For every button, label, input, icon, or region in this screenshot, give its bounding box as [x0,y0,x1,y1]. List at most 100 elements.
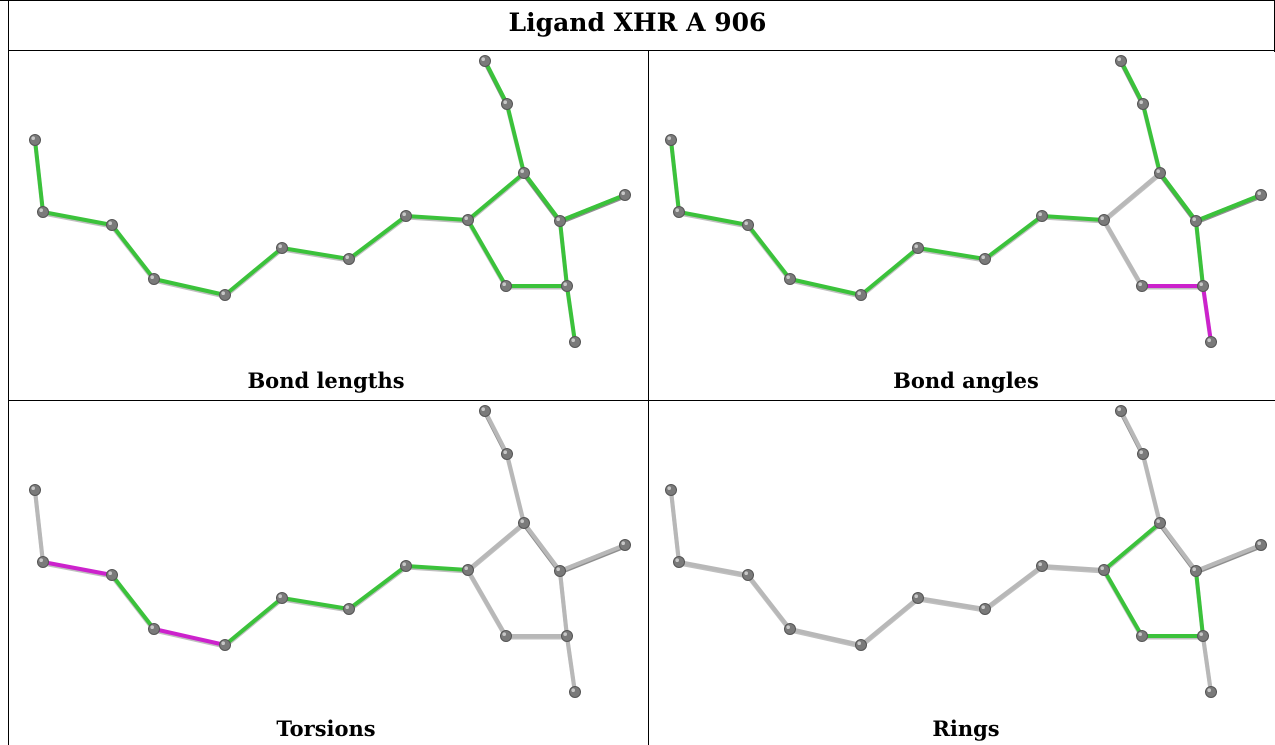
bond [223,246,284,297]
atom [1036,210,1048,222]
atom [1137,448,1149,460]
atom-highlight [150,625,154,629]
atom [1137,98,1149,110]
atom [37,206,49,218]
bond [280,596,351,611]
bond [1102,568,1144,638]
atom [1154,167,1166,179]
atom [1197,630,1209,642]
atom [343,603,355,615]
atom [855,639,867,651]
bond [983,214,1044,261]
atom [979,603,991,615]
bond [1158,171,1198,223]
atom-highlight [1139,100,1143,104]
bond [483,409,509,456]
atom-highlight [556,567,560,571]
atom [501,448,513,460]
atom-highlight [1257,541,1261,545]
atom [1154,517,1166,529]
bond [110,223,156,281]
atom-highlight [667,136,671,140]
bond [1102,171,1162,222]
bond [110,573,156,631]
atom [1115,55,1127,67]
atom [665,484,677,496]
atom-highlight [520,519,524,523]
atom-highlight [1139,450,1143,454]
atom [979,253,991,265]
atom-highlight [981,255,985,259]
atom [518,167,530,179]
atom [501,98,513,110]
bond [859,246,920,297]
atom-highlight [1100,216,1104,220]
atom [1255,539,1267,551]
bond [347,564,408,611]
atom [1136,630,1148,642]
atom [1098,564,1110,576]
atom [479,405,491,417]
bond [505,102,526,175]
atom-highlight [345,605,350,609]
atom [561,280,573,292]
atom [148,273,160,285]
bond [1119,59,1145,106]
bond [466,568,508,638]
atom-highlight [502,632,507,636]
atom-highlight [278,244,283,248]
bond [558,543,627,573]
bond [677,210,750,227]
bond [1194,193,1263,223]
atom [569,686,581,698]
atom [276,592,288,604]
bond [1201,634,1213,694]
atom-highlight [1156,169,1160,173]
atom [1205,336,1217,348]
atom-highlight [981,605,985,609]
atom-highlight [1117,407,1121,411]
atom [1205,686,1217,698]
atom-highlight [786,275,790,279]
bond [41,210,114,227]
atom [619,539,631,551]
atom-highlight [857,641,861,645]
bond [565,634,577,694]
bond [916,246,987,261]
bond [404,214,470,222]
atom-highlight [675,558,679,562]
bond [1194,543,1263,573]
bond [223,596,284,647]
bond [788,627,863,647]
bond [505,452,526,525]
atom [518,517,530,529]
bond [33,138,45,214]
atom [1036,560,1048,572]
bond [33,488,45,564]
atom [673,206,685,218]
caption-rings: Rings [932,716,1000,741]
bond [1141,452,1162,525]
bond [558,219,569,288]
bond [466,171,526,222]
atom-highlight [675,208,679,212]
atom-highlight [502,282,507,286]
atom-highlight [914,594,918,598]
bond [41,560,114,577]
atom [106,219,118,231]
atom-highlight [221,641,225,645]
atom [569,336,581,348]
atom-highlight [1100,566,1104,570]
atom-highlight [278,594,283,598]
atom [276,242,288,254]
atom-highlight [520,169,524,173]
bond [746,223,792,281]
atom-highlight [571,688,575,692]
panel-torsions [29,405,631,698]
atom [462,214,474,226]
bond [558,569,569,638]
atom [665,134,677,146]
caption-torsions: Torsions [276,716,376,741]
atom-highlight [1138,632,1142,636]
atom-highlight [667,486,671,490]
